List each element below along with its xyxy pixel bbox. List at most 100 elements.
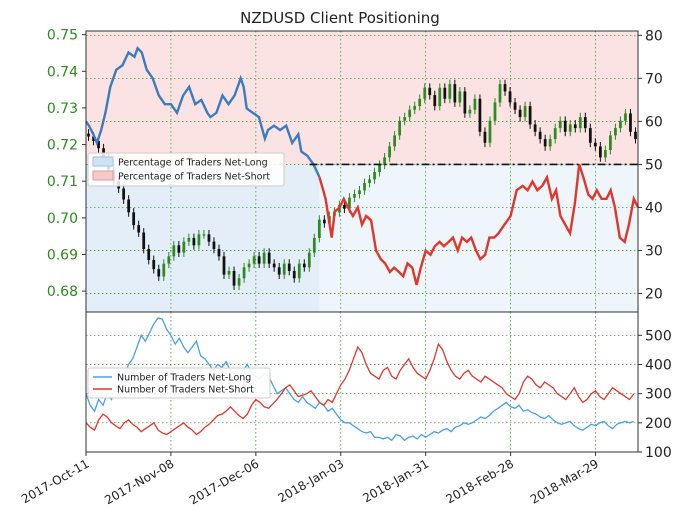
candle-body [438,87,442,107]
candle-body [307,252,311,268]
candle-body [353,194,356,198]
candle-body [383,157,386,165]
price-candles [87,79,637,291]
candle-body [152,259,156,270]
candle-body [227,270,231,275]
candle-body [538,131,542,140]
candle-body [408,109,412,118]
candle-body [598,146,602,158]
candle-body [553,128,557,140]
candle-body [433,95,437,107]
candle-body [423,87,427,99]
candle-body [518,109,522,118]
legend-label: Percentage of Traders Net-Long [118,158,268,169]
right-tick-label: 20 [645,286,663,302]
candle-body [483,131,487,143]
candle-body [508,91,512,103]
bottom-plot-border [85,311,639,453]
right-tick-label: 80 [645,28,663,44]
candle-body [127,199,131,213]
x-tick-label: 2017-Dec-06 [187,456,261,507]
candle-body [147,248,151,260]
bottom-series-lines [85,317,635,442]
left-tick-label: 0.73 [47,101,78,117]
candle-body [563,120,567,132]
candle-body [418,98,422,107]
right-tick-label: 100 [645,445,672,461]
candle-body [97,140,100,149]
candle-body [312,237,316,253]
candle-body [578,117,582,129]
right-count-axis: 500 400 300 200 100 [638,328,672,461]
net-short-count-line [85,342,635,436]
net-long-band-late [319,164,638,312]
left-tick-label: 0.70 [47,211,78,227]
candle-body [543,139,547,147]
candle-body [242,267,246,279]
candle-body [267,252,271,264]
candle-body [137,225,141,233]
candle-body [207,234,211,242]
candle-body [609,135,612,151]
right-tick-label: 40 [645,200,663,216]
right-tick-label: 60 [645,114,663,130]
candle-body [443,87,447,99]
candle-body [593,142,597,147]
candle-body [604,150,607,158]
left-price-axis: 0.75 0.74 0.73 0.72 0.71 0.70 0.69 0.68 [47,28,86,300]
right-tick-label: 200 [645,416,672,432]
candle-body [212,241,216,249]
candle-body [167,256,171,264]
candle-body [322,219,326,224]
candle-body [277,267,281,275]
candle-body [503,84,507,92]
candle-body [217,248,221,257]
right-tick-label: 50 [645,157,663,173]
right-tick-label: 300 [645,387,672,403]
candle-body [523,106,527,118]
candle-body [403,117,407,121]
candle-body [413,106,417,110]
candle-body [368,179,371,184]
candle-body [343,205,346,209]
net-short-swatch [92,170,114,181]
candle-body [272,263,276,268]
date-axis: 2017-Oct-11 2017-Nov-08 2017-Dec-06 2018-Ja… [19,452,601,507]
candle-body [162,263,166,277]
candle-body [398,120,402,136]
x-tick-label: 2017-Nov-08 [102,456,176,507]
net-long-swatch [92,156,114,167]
candle-body [488,120,492,143]
candle-body [222,256,226,275]
candle-body [634,131,637,140]
candle-body [493,102,497,121]
top-panel: 0.75 0.74 0.73 0.72 0.71 0.70 0.69 0.68 80 70 60 5… [47,28,663,313]
candle-body [588,128,592,143]
candle-body [388,146,391,158]
candle-body [558,120,562,129]
candle-body [458,91,462,103]
candle-body [292,270,296,279]
candle-body [624,113,627,121]
candle-body [533,124,537,132]
right-tick-label: 400 [645,358,672,374]
legend-box [87,367,271,399]
candle-body [573,124,577,129]
candle-body [448,84,452,99]
candle-body [197,234,201,246]
candle-body [187,237,191,242]
right-tick-label: 30 [645,243,663,259]
candle-body [302,263,306,268]
bottom-gridlines [85,312,638,452]
candle-body [428,87,432,96]
candle-body [252,256,256,264]
candle-body [473,98,477,110]
candle-body [498,84,502,103]
candle-body [548,139,552,147]
left-tick-label: 0.72 [47,138,78,154]
candle-body [132,212,136,226]
candle-body [157,269,161,277]
legend-label: Number of Traders Net-Long [117,373,251,384]
net-long-count-line [85,317,635,442]
